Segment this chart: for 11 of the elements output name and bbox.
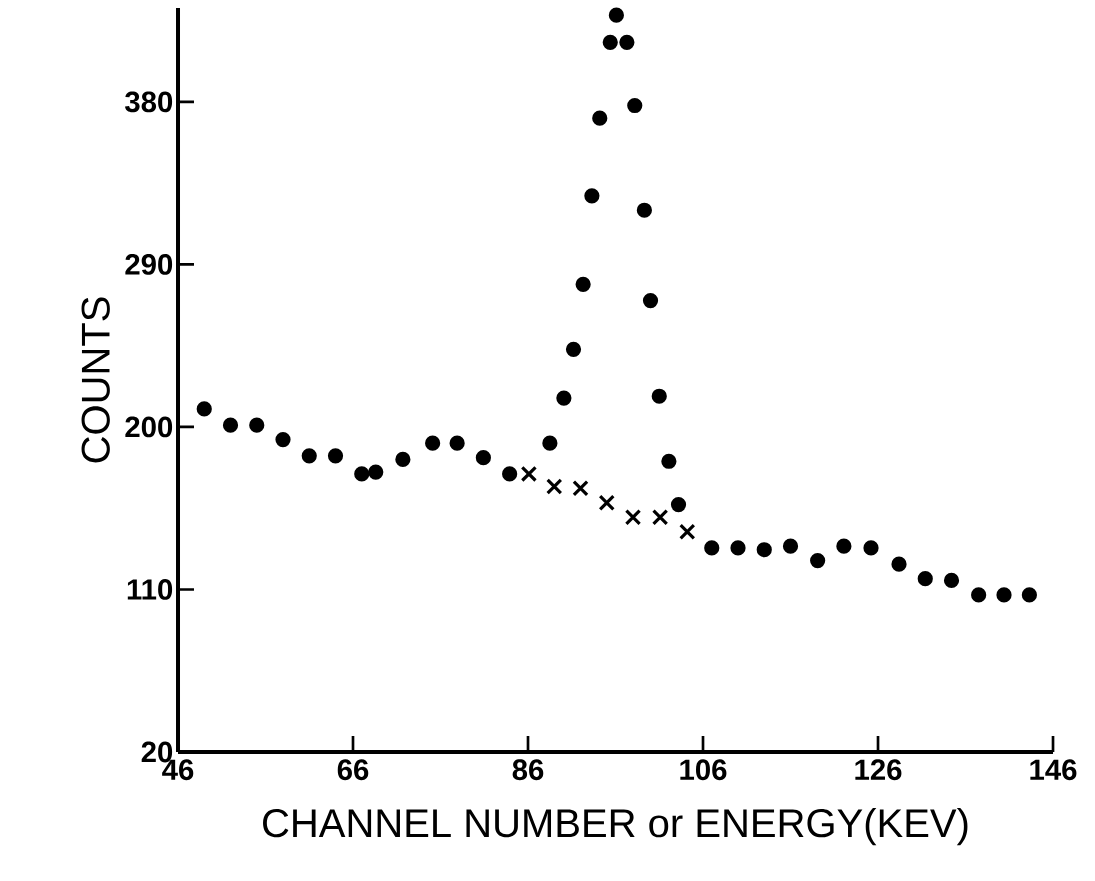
x-tick-label: 86 [512, 759, 544, 781]
x-tick-label: 126 [855, 759, 902, 781]
x-axis-title: CHANNEL NUMBER or ENERGY(KEV) [263, 807, 968, 846]
y-tick-label: 200 [125, 416, 173, 438]
y-axis-title: COUNTS [81, 297, 110, 463]
y-tick-label: 110 [127, 579, 173, 600]
y-tick-label: 380 [125, 91, 173, 113]
y-tick-label: 290 [125, 254, 173, 275]
x-tick-label: 66 [337, 759, 369, 781]
x-tick-label: 146 [1030, 759, 1077, 781]
x-tick-label: 106 [680, 759, 727, 781]
